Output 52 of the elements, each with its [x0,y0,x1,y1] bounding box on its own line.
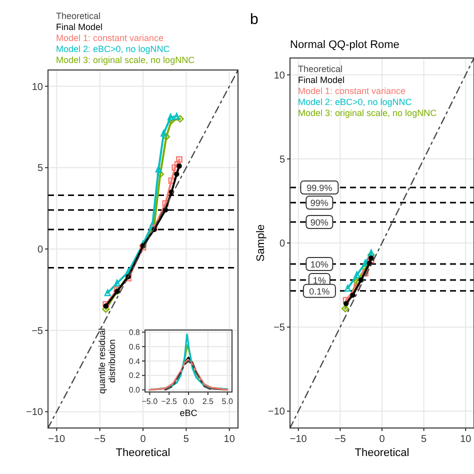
text: Theoretical [56,11,101,21]
text: Model 1: constant variance [56,33,164,43]
y-tick-label: −10 [268,406,286,418]
x-axis-title: Theoretical [116,447,170,459]
x-tick-label: 5 [183,434,190,445]
text: Final Model [298,75,345,85]
text: Model 2: eBC>0, no logNNC [298,97,412,107]
annotation: 99.9% [306,183,332,193]
annotation: 1% [312,276,326,286]
annotation: 90% [310,217,328,228]
x-tick-label: 5 [421,434,428,445]
x-tick-label: −5.0 [142,397,158,406]
text: Model 1: constant variance [298,86,406,96]
x-tick-label: 2.5 [202,397,214,406]
chart-title: Normal QQ-plot Rome [290,39,400,51]
annotation: 99% [310,198,328,208]
text: Model 2: eBC>0, no logNNC [56,44,170,54]
y-tick-label: 0.6 [128,342,141,352]
y-tick-label: −10 [26,407,44,418]
text: Final Model [56,22,103,32]
x-tick-label: −10 [48,434,66,445]
y-axis-title: quantile residual distribution [97,328,117,394]
annotation: 10% [310,260,328,270]
y-tick-label: 0 [37,244,44,256]
text: Theoretical [298,64,343,74]
y-tick-label: 0.8 [128,328,141,337]
y-tick-label: 0.4 [128,356,141,366]
x-tick-label: −5 [334,434,346,445]
text: b [250,11,258,28]
y-tick-label: 0.0 [128,386,141,395]
y-tick-label: 5 [279,154,286,166]
text: Model 3: original scale, no logNNC [56,55,196,65]
text: Model 3: original scale, no logNNC [298,108,438,118]
x-tick-label: 10 [460,434,472,445]
x-tick-label: 10 [224,434,236,445]
y-tick-label: −5 [32,326,44,337]
y-tick-label: 5 [37,163,44,174]
x-axis-title: Theoretical [354,447,410,459]
annotation: 0.1% [309,286,330,296]
x-tick-label: 0.0 [182,397,195,406]
y-tick-label: 0.2 [128,371,141,380]
x-tick-label: −5 [94,434,106,445]
y-tick-label: 0 [279,238,286,250]
y-tick-label: 10 [274,70,286,82]
x-tick-label: 5.0 [222,397,234,406]
y-tick-label: −5 [274,322,286,334]
x-tick-label: 0 [379,434,386,445]
x-tick-label: −2.5 [161,397,178,406]
y-tick-label: 10 [32,82,44,93]
x-tick-label: −10 [290,434,308,445]
x-axis-title: eBC [180,408,198,418]
y-axis-title: Sample [255,224,267,262]
